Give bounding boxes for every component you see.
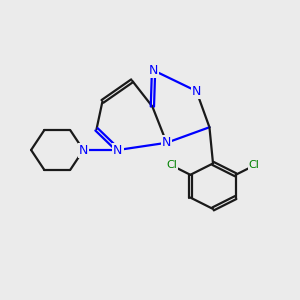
Text: Cl: Cl xyxy=(249,160,260,170)
Text: N: N xyxy=(192,85,201,98)
Text: N: N xyxy=(149,64,158,77)
Text: Cl: Cl xyxy=(166,160,177,170)
Text: N: N xyxy=(162,136,171,149)
Text: N: N xyxy=(113,143,123,157)
Text: N: N xyxy=(79,143,88,157)
